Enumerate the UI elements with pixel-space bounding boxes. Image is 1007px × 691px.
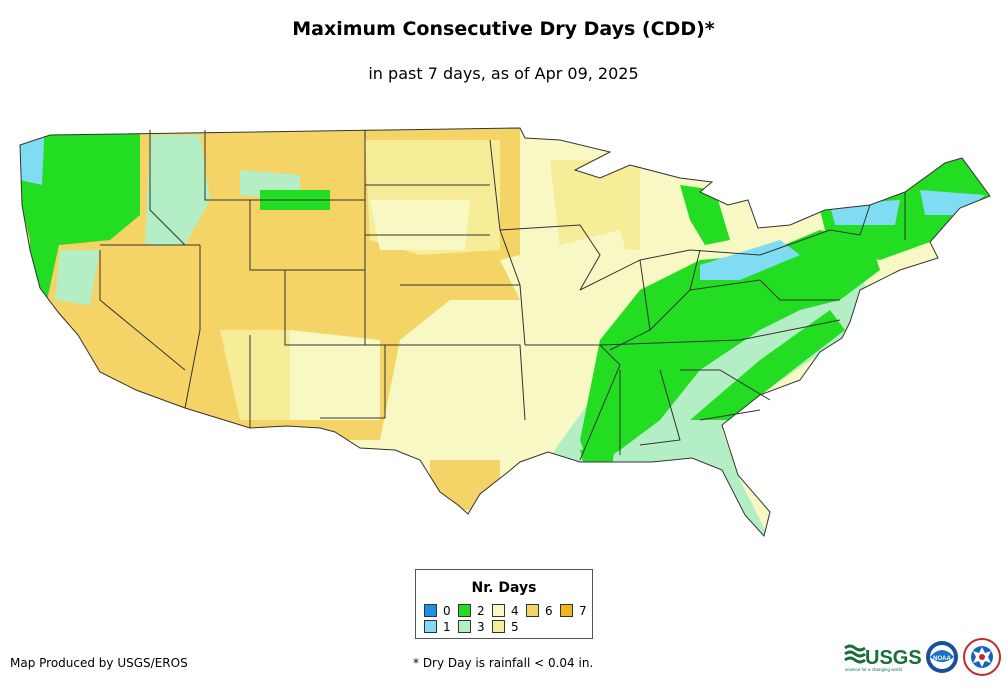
legend-label: 4 <box>511 604 519 618</box>
state-borders <box>19 127 991 537</box>
cdd-regions <box>20 128 990 536</box>
legend-label: 1 <box>443 620 451 634</box>
legend-item-4: 4 <box>492 604 519 618</box>
legend-item-7: 7 <box>560 604 587 618</box>
footnote-text: * Dry Day is rainfall < 0.04 in. <box>413 656 594 670</box>
legend-label: 6 <box>545 604 553 618</box>
legend-item-5: 5 <box>492 620 519 634</box>
noaa-logo-text: NOAA <box>933 656 951 662</box>
map-title: Maximum Consecutive Dry Days (CDD)* <box>292 18 715 40</box>
legend-title: Nr. Days <box>471 580 537 596</box>
legend-label: 5 <box>511 620 519 634</box>
usgs-logo: USGS science for a changing world <box>844 644 921 672</box>
legend-swatch <box>458 604 471 617</box>
credit-text: Map Produced by USGS/EROS <box>10 656 188 670</box>
legend-swatch <box>526 604 539 617</box>
map-subtitle: in past 7 days, as of Apr 09, 2025 <box>368 64 639 83</box>
legend-swatch <box>424 604 437 617</box>
legend-label: 7 <box>579 604 587 618</box>
legend-swatch <box>424 620 437 633</box>
legend-swatch <box>492 620 505 633</box>
legend-label: 3 <box>477 620 485 634</box>
legend-item-1: 1 <box>424 620 451 634</box>
legend-swatch <box>458 620 471 633</box>
legend-item-2: 2 <box>458 604 485 618</box>
usgs-logo-tagline: science for a changing world <box>845 667 903 672</box>
legend: Nr. Days 0 1 2 3 4 5 6 7 <box>415 569 593 639</box>
legend-swatch <box>492 604 505 617</box>
legend-label: 0 <box>443 604 451 618</box>
legend-label: 2 <box>477 604 485 618</box>
legend-item-0: 0 <box>424 604 451 618</box>
usgs-logo-text: USGS <box>865 647 921 669</box>
noaa-logo: NOAA <box>926 641 958 673</box>
legend-item-3: 3 <box>458 620 485 634</box>
legend-item-6: 6 <box>526 604 553 618</box>
nws-logo <box>963 638 1001 676</box>
legend-swatch <box>560 604 573 617</box>
